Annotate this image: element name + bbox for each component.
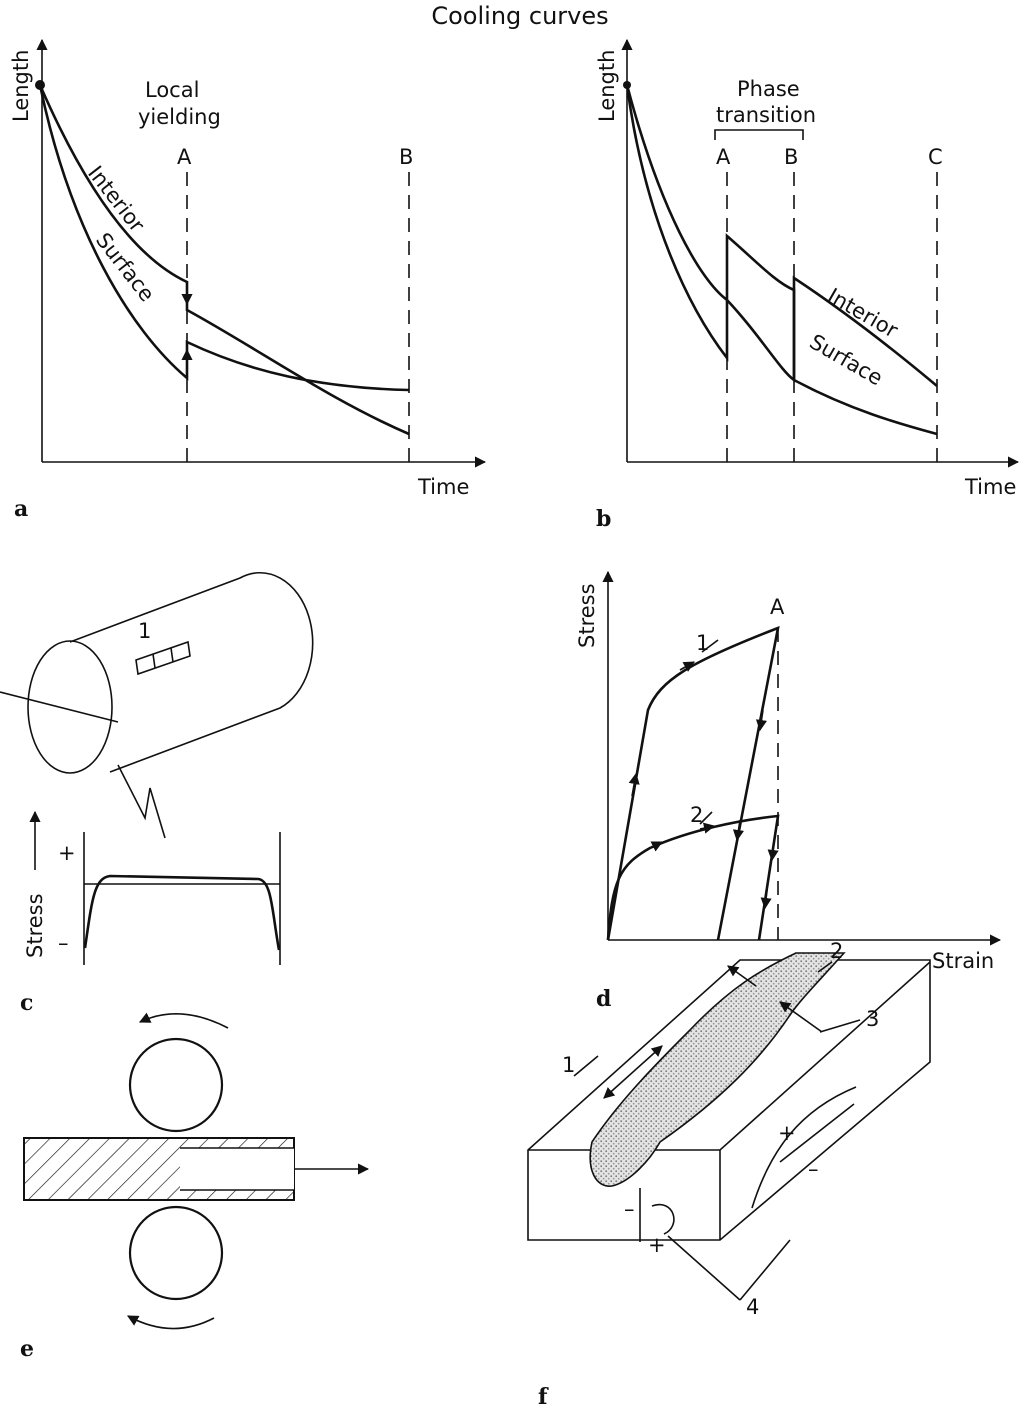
panel-f-transverse-arrow [779,1001,823,1033]
panel-d-curve-1-load-arrow [628,772,640,797]
panel-a-ylabel: Length [9,50,33,122]
panel-f-left-stress-curve [651,1203,675,1235]
panel-c-label-1: 1 [138,619,151,643]
panel-b-interior-curve [625,84,938,436]
panel-d: Stress Strain A 1 2 d [575,570,1002,1012]
panel-a-xlabel: Time [417,475,469,499]
panel-a: Length Time Local yielding A B Interior … [9,38,487,522]
panel-b-marker-c: C [928,145,943,169]
panel-b-annotation-line1: Phase [737,77,800,101]
panel-f-minus-left: – [624,1197,635,1221]
panel-e-bottom-rotation-arrow [127,1315,215,1330]
panel-c-stress-curve [83,874,281,951]
panel-f-leader-3 [819,1019,861,1033]
panel-d-curve-2 [606,814,780,941]
panel-b-ylabel: Length [595,50,619,122]
panel-e-top-roller [128,1037,224,1133]
panel-a-marker-b: B [399,145,413,169]
panel-d-curve-1-unload-arrow [755,709,768,732]
panel-d-curve-2-load-arrow [649,841,664,852]
panel-b-letter: b [596,506,611,532]
panel-b-surface-label: Surface [806,330,887,391]
panel-b-surface-curve [625,84,938,387]
panel-a-surface-curve [38,84,410,392]
panel-c-letter: c [20,990,33,1016]
panel-a-annotation-line2: yielding [138,105,221,129]
panel-f-leader-1 [573,1055,599,1077]
panel-f: 1 2 3 4 + – – + f [527,939,931,1410]
panel-f-right-stress-baseline [779,1103,855,1163]
panel-e: e [20,1012,370,1362]
panel-b-xlabel: Time [964,475,1016,499]
panel-c-axis-line [0,691,119,723]
panel-d-curve-1-return-arrow [732,819,745,842]
panel-f-leader-4 [667,1235,791,1301]
panel-a-interior-label: Interior [83,161,149,236]
panel-a-interior-curve [38,84,410,436]
panel-b-interior-label: Interior [824,284,903,343]
panel-d-curve-1-label: 1 [696,631,709,655]
panel-f-longitudinal-arrow [603,1045,663,1099]
panel-b-marker-b: B [784,145,798,169]
panel-d-leader-2 [699,811,713,825]
figure-title: Cooling curves [431,2,608,30]
panel-a-marker-a: A [177,145,192,169]
panel-a-letter: a [14,496,28,522]
panel-d-curve-2-plastic-arrow [699,822,716,834]
panel-c-ylabel: Stress [23,893,47,958]
panel-c: 1 + – Stress c [0,571,314,1016]
panel-c-cylinder-end [27,640,113,774]
panel-b: Length Time Phase transition A B C Inter… [595,38,1020,532]
panel-f-plus-left: + [648,1233,666,1257]
panel-b-annotation-line2: transition [716,103,816,127]
panel-f-letter: f [538,1384,549,1410]
panel-d-curve-2-label: 2 [690,803,703,827]
panel-f-block-outline [527,959,931,1241]
panel-e-outgoing-strip [180,1148,294,1190]
panel-f-weld-bead [589,952,846,1187]
panel-b-marker-a: A [716,145,731,169]
panel-f-plus-right: + [778,1121,796,1145]
panel-b-bracket [714,129,804,140]
panel-f-label-2: 2 [830,939,843,963]
panel-c-plus: + [58,841,76,865]
panel-c-zigzag [117,764,166,839]
panel-c-strain-gauge [135,640,191,676]
panel-f-leader-2 [817,961,833,973]
panel-d-curve-1-plastic-arrow [679,661,695,672]
panel-d-letter: d [596,986,611,1012]
panel-c-cylinder-body [69,571,314,773]
panel-f-label-1: 1 [562,1053,575,1077]
panel-c-minus: – [58,931,69,955]
panel-d-xlabel: Strain [932,949,994,973]
panel-d-marker-a: A [770,595,785,619]
panel-f-right-stress-curve [751,1086,857,1209]
panel-e-letter: e [20,1336,34,1362]
panel-f-label-3: 3 [866,1007,879,1031]
panel-f-label-4: 4 [746,1295,759,1319]
panel-d-leader-1 [701,639,719,653]
panel-e-bottom-roller [128,1205,224,1301]
panel-d-curve-2-unload-arrow [767,841,779,862]
panel-f-minus-right: – [808,1157,819,1181]
panel-f-transverse-arrow-back [727,965,757,987]
panel-e-top-rotation-arrow [138,1012,229,1029]
panel-d-ylabel: Stress [575,583,599,648]
panel-a-surface-label: Surface [91,228,159,306]
panel-a-annotation-line1: Local [145,78,199,102]
panel-d-curve-2-return-arrow [760,889,772,910]
